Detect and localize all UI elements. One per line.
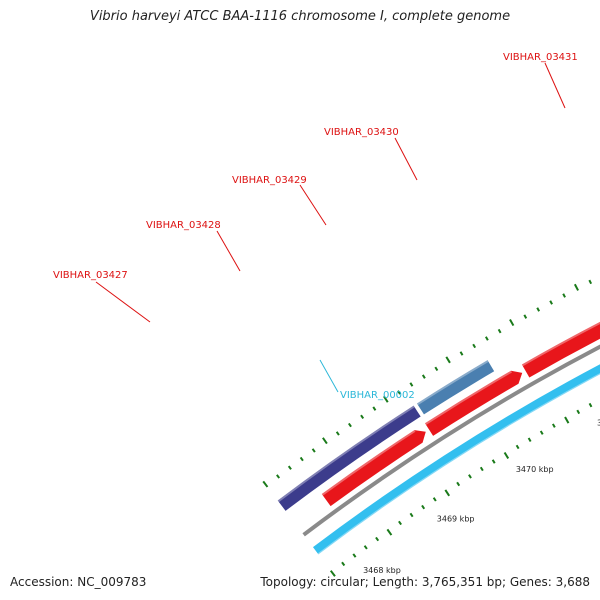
gene-leader-line (319, 359, 339, 393)
inner-tick (375, 536, 380, 542)
inner-tick (341, 561, 346, 567)
forward-cds-2-highlight (521, 321, 600, 367)
inner-tick (468, 474, 472, 479)
outer-tick (397, 390, 401, 395)
forward-cds-1 (424, 370, 523, 436)
gene-label: VIBHAR_03428 (146, 220, 221, 231)
outer-cds-indigo-highlight (277, 405, 415, 503)
forward-cds-0-highlight (321, 430, 416, 496)
inner-tick (539, 430, 544, 435)
accession-text: Accession: NC_009783 (10, 575, 147, 589)
gene-leader-line (394, 137, 418, 181)
outer-cds-steel (416, 360, 495, 415)
gene-label: VIBHAR_03431 (503, 52, 578, 63)
outer-tick (485, 336, 489, 341)
outer-tick (434, 366, 439, 372)
outer-tick (588, 279, 593, 285)
reverse-strand-arc (312, 364, 600, 555)
gene-label: VIBHAR_03429 (232, 175, 307, 186)
outer-tick (523, 314, 528, 319)
gene-leader-line (216, 230, 241, 272)
backbone-arc (302, 344, 600, 537)
outer-tick (573, 283, 579, 291)
inner-tick (456, 481, 461, 487)
outer-tick (299, 456, 304, 462)
kbp-tick-label: 3471 kbp (597, 418, 600, 427)
inner-tick (503, 451, 510, 459)
inner-tick (588, 402, 593, 408)
inner-tick (363, 545, 368, 550)
outer-cds-steel-highlight (416, 360, 489, 406)
gene-label: VIBHAR_00002 (340, 390, 415, 401)
inner-tick (421, 504, 426, 510)
inner-tick (432, 497, 437, 502)
kbp-tick-label: 3470 kbp (516, 465, 554, 474)
inner-tick (491, 459, 496, 464)
gene-leader-line (299, 184, 327, 226)
inner-tick (479, 466, 484, 472)
reverse-strand-highlight (317, 373, 600, 555)
inner-tick (444, 489, 451, 497)
inner-tick (551, 423, 556, 428)
outer-cds-indigo (277, 405, 421, 511)
outer-tick (262, 480, 269, 488)
inner-tick (515, 444, 520, 450)
kbp-tick-label: 3468 kbp (363, 566, 401, 575)
kbp-tick-label: 3469 kbp (437, 515, 475, 524)
genome-summary-text: Topology: circular; Length: 3,765,351 bp… (260, 575, 590, 589)
outer-tick (287, 465, 292, 470)
outer-tick (372, 406, 377, 411)
inner-tick (409, 512, 414, 518)
inner-tick (329, 570, 336, 577)
inner-tick (564, 416, 570, 424)
outer-tick (347, 422, 352, 428)
outer-tick (445, 356, 451, 364)
inner-tick (386, 528, 393, 536)
outer-tick (459, 351, 464, 356)
gene-leader-line (544, 62, 566, 109)
outer-tick (509, 318, 515, 327)
outer-tick (549, 300, 553, 305)
outer-tick (383, 395, 389, 403)
map-title: Vibrio harveyi ATCC BAA-1116 chromosome … (89, 9, 511, 24)
gene-leader-line (95, 281, 151, 323)
inner-tick (352, 553, 357, 558)
gene-label: VIBHAR_03427 (53, 270, 128, 281)
outer-tick (335, 431, 340, 436)
outer-tick (311, 448, 316, 453)
forward-cds-0 (321, 430, 426, 507)
outer-tick (497, 328, 502, 334)
outer-tick (536, 307, 541, 312)
forward-cds-1-highlight (424, 370, 512, 425)
forward-cds-2 (521, 321, 600, 378)
outer-tick (421, 374, 426, 379)
inner-tick (398, 520, 402, 526)
outer-tick (562, 293, 566, 298)
outer-tick (409, 382, 414, 387)
outer-tick (360, 414, 365, 420)
outer-tick (322, 437, 328, 445)
gene-label: VIBHAR_03430 (324, 127, 399, 138)
outer-tick (276, 474, 281, 479)
inner-tick (527, 437, 532, 442)
outer-tick (472, 343, 477, 349)
inner-tick (576, 409, 581, 415)
